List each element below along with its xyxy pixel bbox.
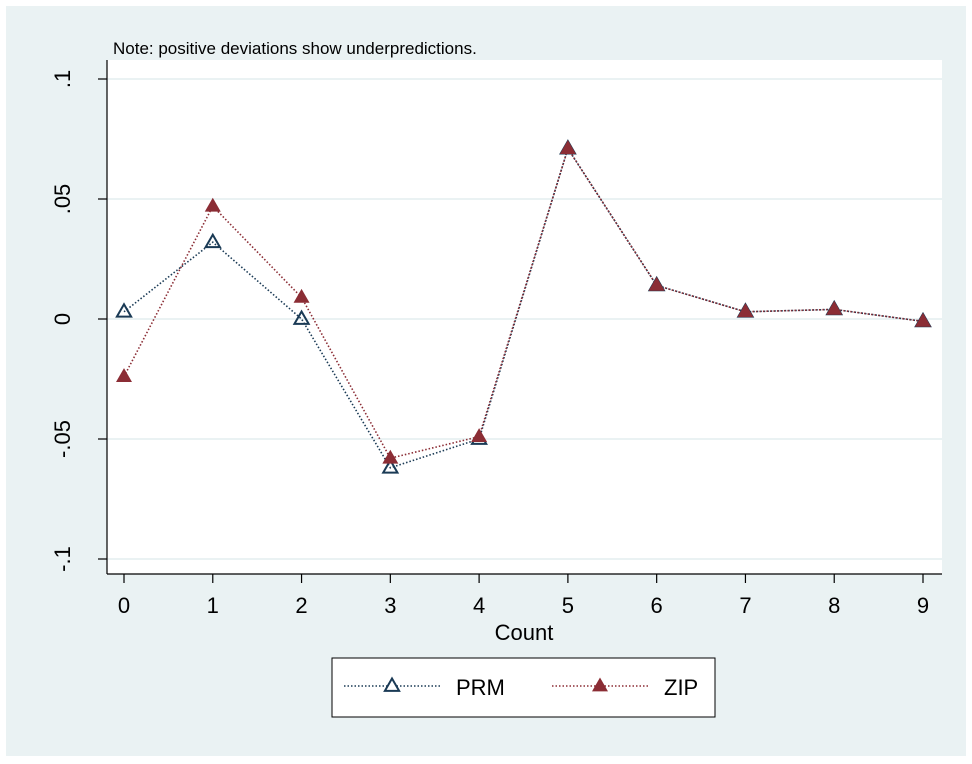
x-tick-label: 9	[917, 593, 929, 618]
point-zip	[204, 197, 221, 212]
point-zip	[293, 288, 310, 303]
y-tick-label: 0	[50, 313, 75, 325]
point-zip	[915, 312, 931, 327]
point-prm	[203, 232, 222, 249]
x-tick-label: 3	[384, 593, 396, 618]
x-tick-label: 7	[739, 593, 751, 618]
plot-area	[107, 60, 942, 574]
series	[115, 139, 932, 474]
y-tick-label: .05	[50, 184, 75, 215]
legend-label-prm: PRM	[456, 675, 505, 700]
gridlines	[107, 78, 942, 560]
x-axis-title: Count	[495, 620, 554, 645]
point-zip	[382, 449, 399, 464]
y-tick-label: -.1	[50, 546, 75, 572]
chart-note: Note: positive deviations show underpred…	[113, 39, 477, 58]
point-prm	[292, 309, 311, 325]
x-ticks: 0 1 2 3 4 5 6 7 8 9	[118, 574, 929, 618]
x-tick-label: 1	[207, 593, 219, 618]
axes	[106, 60, 942, 575]
legend: PRM ZIP	[331, 657, 716, 718]
series-line-prm	[123, 146, 924, 469]
y-ticks: -.1 -.05 0 .05 .1	[50, 70, 107, 572]
point-prm	[381, 458, 400, 474]
point-zip	[559, 140, 576, 154]
x-tick-label: 0	[118, 593, 130, 618]
y-tick-label: .1	[50, 70, 75, 88]
legend-marker-zip	[592, 677, 608, 692]
point-prm	[115, 302, 133, 318]
point-zip	[737, 303, 754, 318]
y-tick-label: -.05	[50, 420, 75, 458]
x-tick-label: 5	[562, 593, 574, 618]
point-zip	[471, 428, 488, 442]
point-zip	[826, 300, 843, 315]
point-zip	[116, 368, 132, 382]
series-line-zip	[123, 146, 924, 460]
legend-marker-prm	[383, 676, 401, 692]
x-tick-label: 6	[651, 593, 663, 618]
x-tick-label: 4	[473, 593, 485, 618]
legend-label-zip: ZIP	[664, 675, 698, 700]
x-tick-label: 8	[828, 593, 840, 618]
x-tick-label: 2	[295, 593, 307, 618]
point-zip	[648, 276, 665, 291]
